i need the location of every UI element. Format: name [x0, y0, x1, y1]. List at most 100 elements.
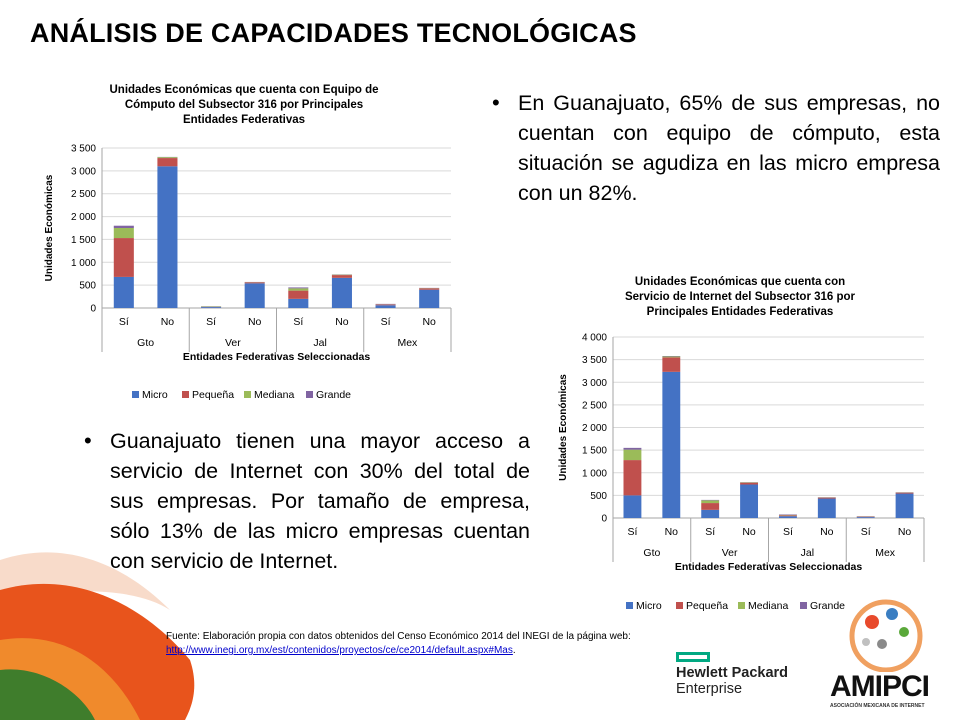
hpe-line1: Hewlett Packard — [676, 665, 789, 681]
group-label: Gto — [643, 547, 660, 559]
y-axis-label: Unidades Económicas — [44, 174, 55, 281]
chart-servicio-internet: Unidades Económicas que cuenta con Servic… — [550, 270, 935, 615]
amipci-name: AMIPCI — [830, 670, 930, 703]
group-label: Mex — [397, 337, 418, 349]
x-tick-label: No — [161, 316, 175, 328]
chart-title-line: Unidades Económicas que cuenta con — [635, 276, 845, 288]
bullet-internet-text: Guanajuato tienen una mayor acceso a ser… — [110, 429, 530, 573]
legend-swatch — [626, 602, 633, 609]
bar-segment-micro — [113, 276, 134, 308]
x-tick-label: No — [335, 316, 349, 328]
y-tick-label: 500 — [590, 491, 607, 502]
amipci-logo: AMIPCI ASOCIACIÓN MEXICANA DE INTERNET — [828, 592, 946, 716]
y-tick-label: 1 500 — [582, 446, 607, 457]
bar-segment-pequena — [740, 482, 759, 485]
group-label: Ver — [225, 337, 241, 349]
bar-segment-pequena — [375, 304, 396, 306]
legend-swatch — [800, 602, 807, 609]
bar-segment-pequena — [623, 460, 642, 496]
bar-segment-micro — [201, 307, 222, 308]
hpe-rectangle-icon — [676, 652, 710, 662]
bar-segment-micro — [419, 289, 440, 308]
x-tick-label: Sí — [705, 526, 715, 538]
y-axis-label: Unidades Económicas — [558, 374, 569, 481]
bullet-internet: • Guanajuato tienen una mayor acceso a s… — [84, 426, 530, 576]
x-tick-label: Sí — [783, 526, 793, 538]
bar-segment-micro — [817, 498, 836, 518]
bar-segment-pequena — [817, 497, 836, 499]
y-tick-label: 1 000 — [582, 468, 607, 479]
y-tick-label: 2 500 — [582, 400, 607, 411]
group-label: Gto — [137, 337, 154, 349]
x-axis-label: Entidades Federativas Seleccionadas — [183, 351, 370, 363]
bar-segment-grande — [288, 287, 309, 289]
legend-swatch — [244, 391, 251, 398]
x-tick-label: Sí — [627, 526, 637, 538]
x-tick-label: Sí — [206, 316, 216, 328]
bar-segment-micro — [856, 517, 875, 518]
source-end: . — [512, 645, 516, 656]
chart-title-line: Cómputo del Subsector 316 por Principale… — [125, 99, 363, 111]
y-tick-label: 0 — [601, 514, 607, 525]
y-tick-label: 3 500 — [582, 355, 607, 366]
bar-segment-pequena — [288, 290, 309, 299]
x-tick-label: No — [742, 526, 756, 538]
y-tick-label: 3 500 — [71, 144, 96, 155]
source-text: Fuente: Elaboración propia con datos obt… — [166, 631, 631, 642]
bar-segment-grande — [113, 225, 134, 228]
legend-swatch — [182, 391, 189, 398]
bar-segment-pequena — [113, 238, 134, 277]
legend-swatch — [132, 391, 139, 398]
x-tick-label: No — [820, 526, 834, 538]
bar-segment-micro — [740, 484, 759, 518]
x-axis-label: Entidades Federativas Seleccionadas — [675, 561, 862, 573]
bar-segment-pequena — [244, 282, 265, 284]
bar-segment-micro — [623, 495, 642, 518]
bar-segment-grande — [623, 447, 642, 450]
chart-title-line: Servicio de Internet del Subsector 316 p… — [625, 291, 856, 303]
y-tick-label: 0 — [90, 304, 96, 315]
legend-label: Pequeña — [686, 600, 728, 612]
legend-label: Grande — [810, 600, 845, 612]
y-tick-label: 2 000 — [71, 212, 96, 223]
bar-segment-micro — [778, 516, 797, 518]
source-link[interactable]: http://www.inegi.org.mx/est/contenidos/p… — [166, 645, 513, 656]
bar-segment-mediana — [701, 500, 720, 504]
legend-label: Mediana — [254, 389, 294, 401]
bar-segment-micro — [662, 371, 681, 518]
group-label: Mex — [875, 547, 896, 559]
hpe-logo: Hewlett Packard Enterprise — [676, 652, 788, 697]
bar-segment-mediana — [623, 449, 642, 461]
y-tick-label: 2 000 — [582, 423, 607, 434]
bar-segment-micro — [375, 305, 396, 308]
bar-segment-mediana — [288, 288, 309, 291]
x-tick-label: No — [248, 316, 262, 328]
bar-segment-mediana — [662, 356, 681, 358]
group-label: Jal — [313, 337, 326, 349]
y-tick-label: 2 500 — [71, 189, 96, 200]
x-tick-label: Sí — [293, 316, 303, 328]
bar-segment-pequena — [157, 158, 178, 167]
bar-segment-micro — [157, 166, 178, 308]
x-tick-label: No — [422, 316, 436, 328]
legend-label: Grande — [316, 389, 351, 401]
group-label: Jal — [801, 547, 814, 559]
legend-swatch — [738, 602, 745, 609]
bar-segment-pequena — [701, 503, 720, 510]
bar-segment-micro — [895, 493, 914, 518]
bar-segment-pequena — [895, 492, 914, 494]
y-tick-label: 3 000 — [582, 378, 607, 389]
legend-label: Micro — [142, 389, 168, 401]
x-tick-label: No — [665, 526, 679, 538]
x-tick-label: Sí — [119, 316, 129, 328]
group-label: Ver — [722, 547, 738, 559]
chart-title-line: Entidades Federativas — [183, 114, 305, 126]
y-tick-label: 1 000 — [71, 258, 96, 269]
legend-label: Pequeña — [192, 389, 234, 401]
legend-swatch — [676, 602, 683, 609]
legend-label: Mediana — [748, 600, 788, 612]
y-tick-label: 3 000 — [71, 166, 96, 177]
bullet-computo: • En Guanajuato, 65% de sus empresas, no… — [492, 88, 940, 208]
legend-label: Micro — [636, 600, 662, 612]
